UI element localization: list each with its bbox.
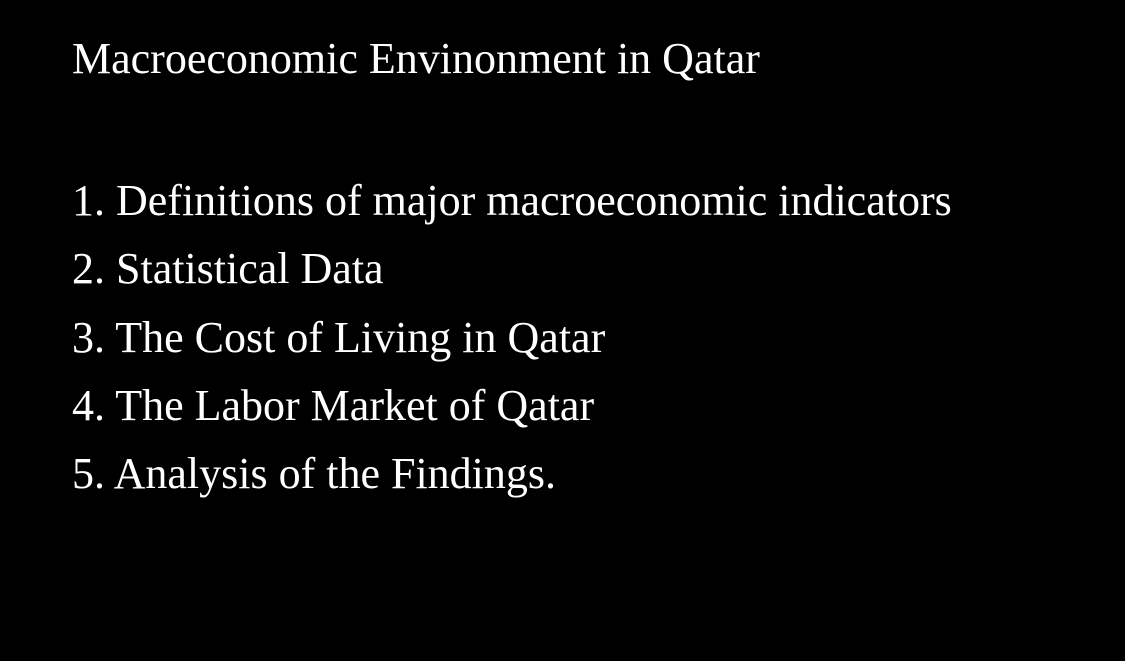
list-text: Analysis of the Findings. xyxy=(114,449,556,498)
list-text: Definitions of major macroeconomic indic… xyxy=(116,176,952,225)
list-item: 1. Definitions of major macroeconomic in… xyxy=(72,167,1053,235)
list-number: 4. xyxy=(72,381,105,430)
list-number: 2. xyxy=(72,244,105,293)
list-text: Statistical Data xyxy=(116,244,384,293)
list-item: 2. Statistical Data xyxy=(72,235,1053,303)
outline-list: 1. Definitions of major macroeconomic in… xyxy=(72,167,1053,508)
list-number: 3. xyxy=(72,313,105,362)
document-title: Macroeconomic Envinonment in Qatar xyxy=(72,30,1053,87)
list-item: 4. The Labor Market of Qatar xyxy=(72,372,1053,440)
list-item: 3. The Cost of Living in Qatar xyxy=(72,304,1053,372)
list-number: 1. xyxy=(72,176,105,225)
list-number: 5. xyxy=(72,449,105,498)
list-text: The Cost of Living in Qatar xyxy=(115,313,605,362)
list-item: 5. Analysis of the Findings. xyxy=(72,440,1053,508)
list-text: The Labor Market of Qatar xyxy=(115,381,594,430)
